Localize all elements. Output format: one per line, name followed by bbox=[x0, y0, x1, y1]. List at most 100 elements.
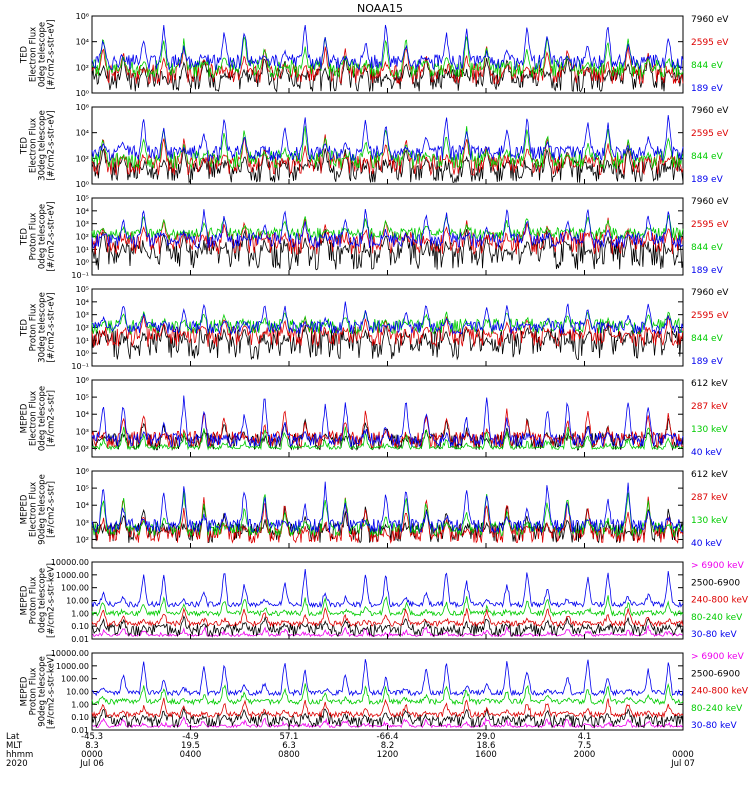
x-tick-label: -45.3 bbox=[81, 732, 103, 742]
y-tick-label: 10⁵ bbox=[76, 393, 89, 402]
y-tick-label: 100.00 bbox=[61, 584, 89, 593]
y-tick-label: 10⁶ bbox=[76, 103, 89, 112]
x-row-label: MLT bbox=[6, 741, 23, 751]
panel-meped-electron-0deg: 10² 10³ 10⁴ 10⁵ 10⁶ MEPED Electron Flux 0deg te… bbox=[20, 376, 729, 458]
legend-entry: 2595 eV bbox=[691, 220, 729, 230]
y-tick-label: 10⁵ bbox=[76, 484, 89, 493]
y-axis-label-line: 0deg telescope bbox=[38, 568, 48, 633]
legend-entry: 189 eV bbox=[691, 357, 724, 367]
y-axis-label-line: TED bbox=[20, 45, 30, 64]
y-axis-label-line: Proton Flux bbox=[29, 577, 39, 625]
y-tick-label: 1000.00 bbox=[56, 662, 89, 671]
legend-entry: 80-240 keV bbox=[691, 704, 743, 714]
y-axis-label-line: Electron Flux bbox=[29, 482, 39, 537]
y-axis-label-line: 0deg telescope bbox=[38, 204, 48, 269]
x-tick-label: 0400 bbox=[180, 750, 202, 760]
legend-entry: > 6900 keV bbox=[691, 561, 745, 571]
series-trace-2500-6900 bbox=[91, 706, 684, 729]
series-trace-7960-ev bbox=[91, 53, 684, 93]
x-tick-label: 6.3 bbox=[282, 741, 296, 751]
legend-entry: 189 eV bbox=[691, 175, 724, 185]
legend-entry: 30-80 keV bbox=[691, 630, 737, 640]
legend-entry: 130 keV bbox=[691, 425, 728, 435]
y-tick-label: 10⁵ bbox=[76, 194, 89, 203]
y-tick-label: 10⁻¹ bbox=[71, 271, 89, 280]
x-tick-label: 19.5 bbox=[181, 741, 200, 751]
legend-entry: 2595 eV bbox=[691, 129, 729, 139]
x-tick-label: 0000 bbox=[672, 750, 694, 760]
y-tick-label: 0.01 bbox=[71, 726, 89, 735]
legend-entry: 287 keV bbox=[691, 402, 728, 412]
legend-entry: 844 eV bbox=[691, 243, 724, 253]
y-axis-label-line: Electron Flux bbox=[29, 27, 39, 82]
series-trace-240-800-kev bbox=[91, 697, 684, 719]
y-axis-label-line: TED bbox=[20, 136, 30, 155]
y-tick-label: 10000.00 bbox=[51, 649, 89, 658]
y-axis-label-line: [#/cm2-s-str-eV] bbox=[47, 19, 57, 89]
series-trace-7960-ev bbox=[91, 228, 684, 271]
legend-entry: 2595 eV bbox=[691, 311, 729, 321]
y-axis-label-line: Proton Flux bbox=[29, 213, 39, 261]
series-trace-7960-ev bbox=[91, 147, 684, 184]
legend-entry: 130 keV bbox=[691, 516, 728, 526]
x-tick-label: 4.1 bbox=[578, 732, 592, 742]
y-tick-label: 10⁴ bbox=[76, 129, 89, 138]
series-trace-287-kev bbox=[91, 496, 684, 544]
y-axis-label-line: TED bbox=[20, 227, 30, 246]
y-tick-label: 10² bbox=[76, 535, 89, 544]
x-row-label: Lat bbox=[6, 732, 20, 742]
y-tick-label: 100.00 bbox=[61, 675, 89, 684]
series-trace-2500-6900 bbox=[91, 615, 684, 638]
series-trace-2595-ev bbox=[91, 314, 684, 348]
y-axis-label-line: [#/cm2-s-str-eV] bbox=[47, 201, 57, 271]
y-tick-label: 10² bbox=[76, 444, 89, 453]
y-tick-label: 10⁶ bbox=[76, 12, 89, 21]
y-axis-label-line: 30deg telescope bbox=[38, 292, 48, 363]
x-tick-label: 0800 bbox=[278, 750, 300, 760]
x-tick-label: 8.3 bbox=[85, 741, 99, 751]
y-tick-label: 10000.00 bbox=[51, 558, 89, 567]
series-trace-2595-ev bbox=[91, 46, 684, 85]
y-tick-label: 10⁰ bbox=[76, 89, 89, 98]
series-trace-189-ev bbox=[91, 209, 684, 249]
y-axis-label-line: Electron Flux bbox=[29, 118, 39, 173]
y-tick-label: 10⁴ bbox=[76, 410, 89, 419]
y-tick-label: 10⁴ bbox=[76, 207, 89, 216]
legend-entry: 7960 eV bbox=[691, 197, 729, 207]
y-axis-label-line: [#/cm2-s-str-keV] bbox=[47, 563, 57, 638]
panel-ted-electron-0deg: 10⁰ 10² 10⁴ 10⁶ TED Electron Flux 0deg telesco… bbox=[20, 12, 730, 98]
y-tick-label: 10⁰ bbox=[76, 180, 89, 189]
x-tick-label: -4.9 bbox=[182, 732, 199, 742]
y-axis-label-line: [#/cm2-s-str-keV] bbox=[47, 654, 57, 729]
series-trace-2595-ev bbox=[91, 134, 684, 177]
y-axis-label-line: MEPED bbox=[20, 494, 30, 524]
x-tick-label: 0000 bbox=[81, 750, 103, 760]
legend-entry: 7960 eV bbox=[691, 106, 729, 116]
x-tick-label: -66.4 bbox=[377, 732, 399, 742]
panel-meped-electron-90deg: 10² 10³ 10⁴ 10⁵ 10⁶ MEPED Electron Flux 90deg t… bbox=[20, 467, 729, 549]
y-tick-label: 10² bbox=[76, 324, 89, 333]
legend-entry: 612 keV bbox=[691, 470, 728, 480]
legend-entry: 844 eV bbox=[691, 152, 724, 162]
y-axis-label-line: 90deg telescope bbox=[38, 656, 48, 727]
y-tick-label: 10² bbox=[76, 233, 89, 242]
y-tick-label: 10² bbox=[76, 63, 89, 72]
legend-entry: 80-240 keV bbox=[691, 613, 743, 623]
series-trace-612-kev bbox=[91, 417, 684, 452]
y-axis-label-line: [#/cm2-s-str-eV] bbox=[47, 292, 57, 362]
y-tick-label: 10¹ bbox=[76, 336, 89, 345]
y-tick-label: 10.00 bbox=[66, 597, 89, 606]
y-axis-label-line: [#/cm2-s-str] bbox=[47, 390, 57, 447]
legend-entry: 7960 eV bbox=[691, 15, 729, 25]
panel-meped-proton-0deg: 0.01 0.10 1.00 10.00 100.00 1000.00 10000.00 ME… bbox=[20, 558, 749, 644]
y-axis-label-line: MEPED bbox=[20, 585, 30, 615]
y-tick-label: 10³ bbox=[76, 311, 89, 320]
y-tick-label: 1000.00 bbox=[56, 571, 89, 580]
legend-entry: 844 eV bbox=[691, 61, 724, 71]
y-tick-label: 10³ bbox=[76, 427, 89, 436]
x-tick-label: 18.6 bbox=[477, 741, 496, 751]
legend-entry: 240-800 keV bbox=[691, 596, 749, 606]
